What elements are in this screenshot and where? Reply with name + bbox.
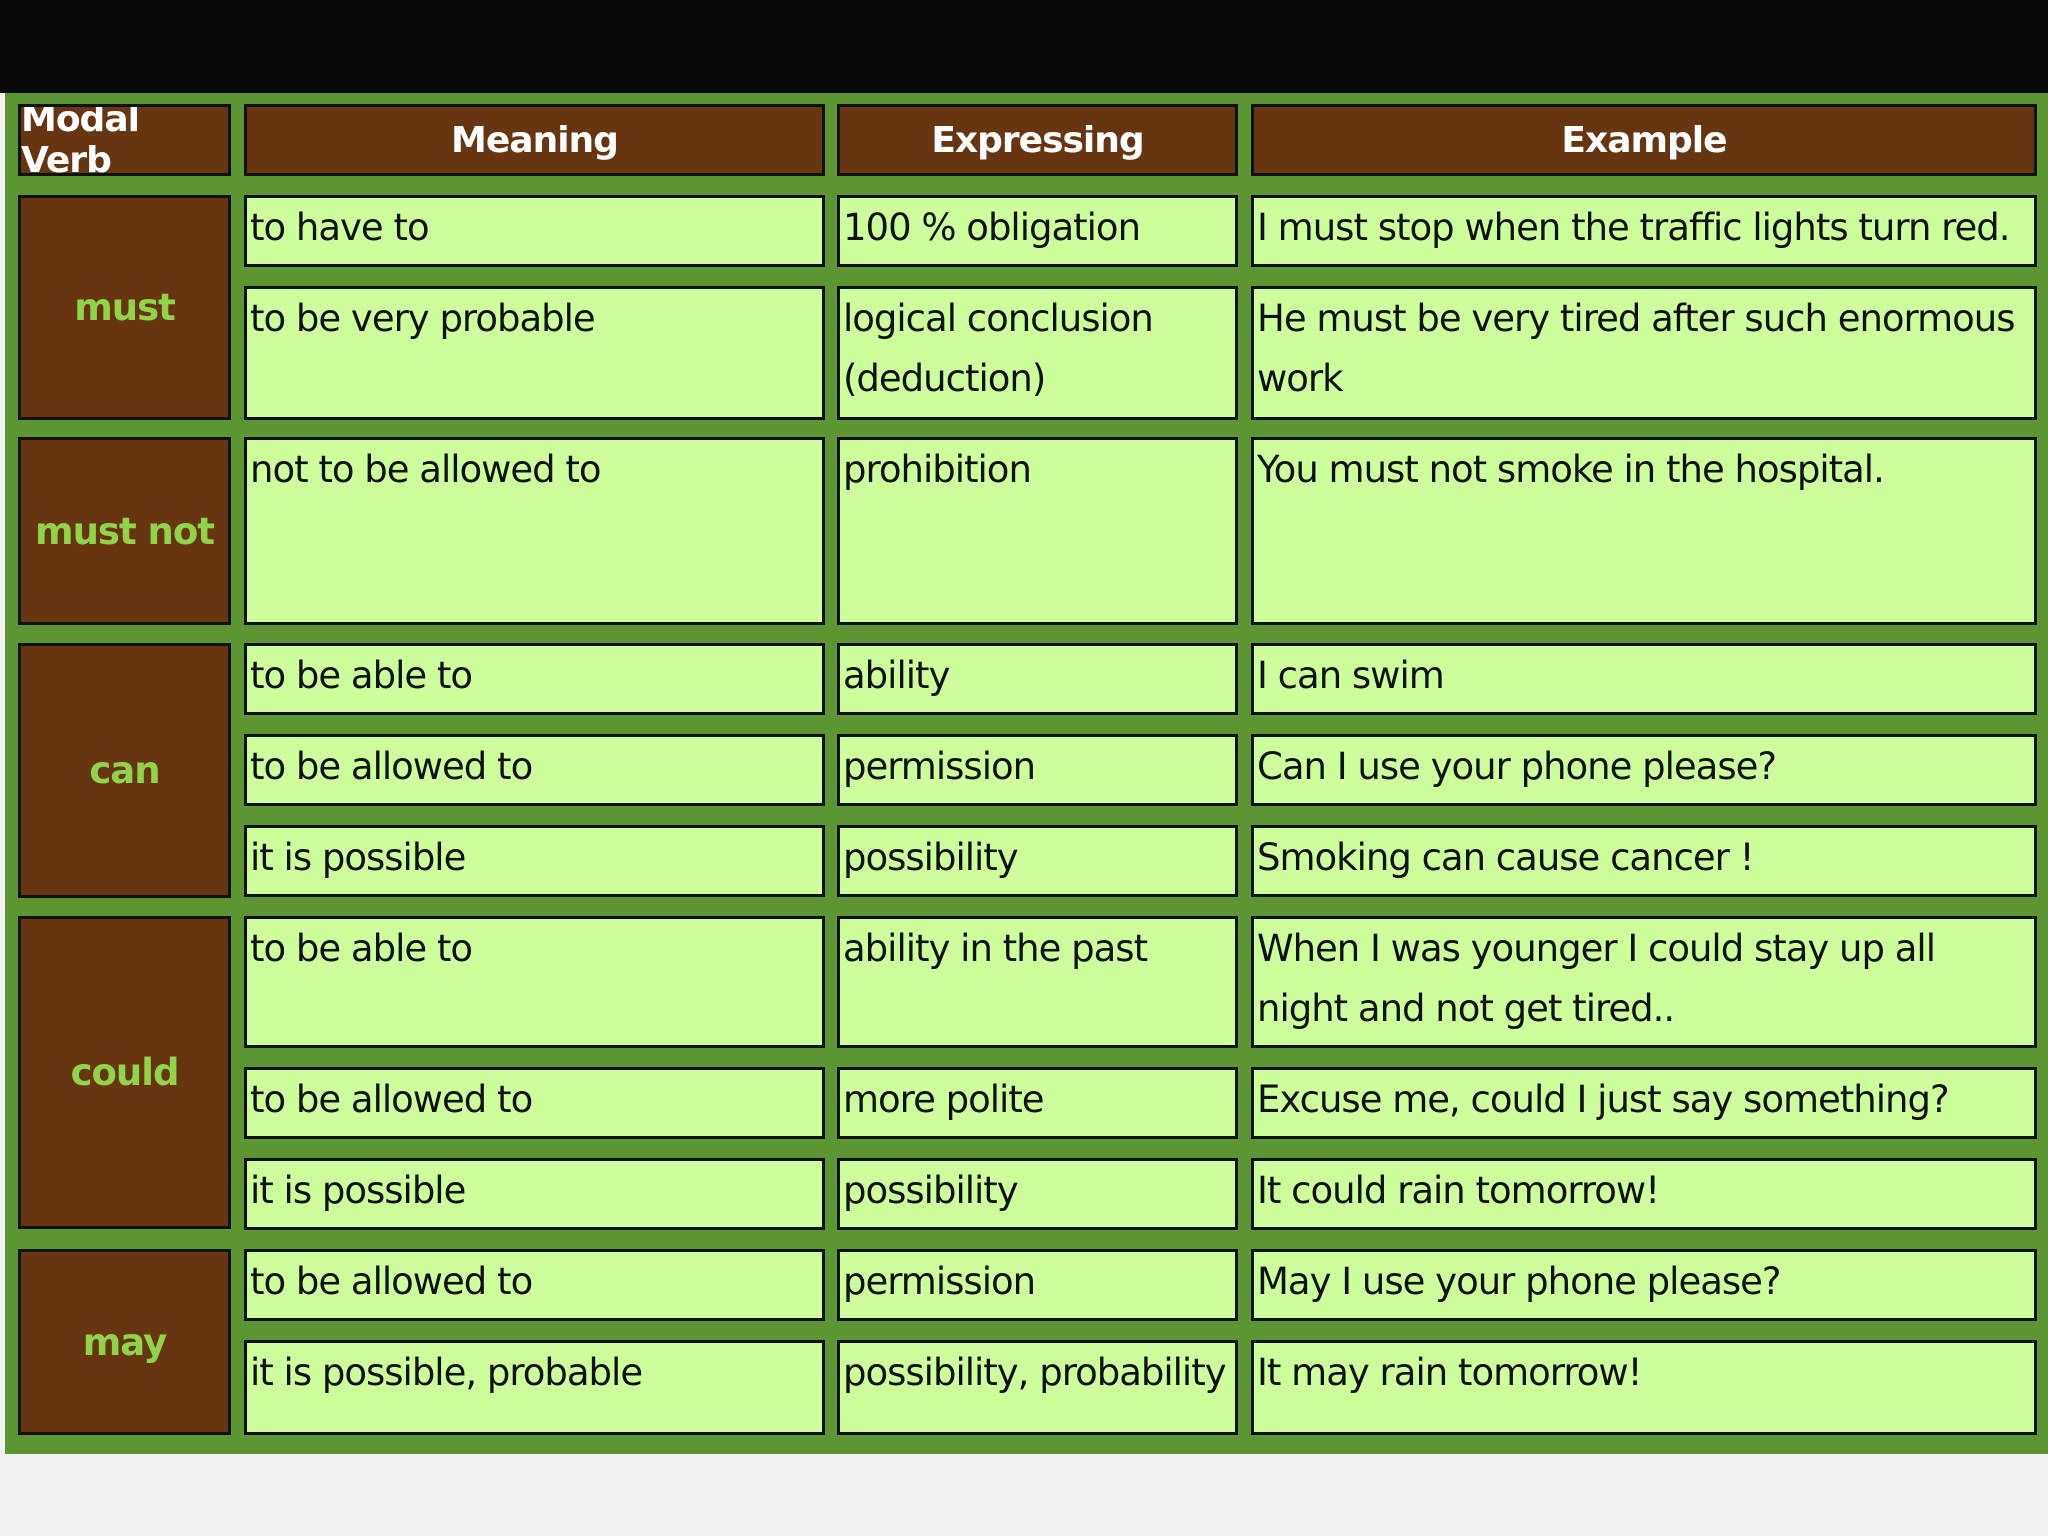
- verb-must-not: must not: [18, 437, 231, 625]
- meaning-cell: it is possible: [244, 1158, 825, 1230]
- example-cell: Can I use your phone please?: [1251, 734, 2037, 806]
- example-cell: You must not smoke in the hospital.: [1251, 437, 2037, 625]
- expressing-cell: ability: [837, 643, 1238, 715]
- example-cell: Smoking can cause cancer !: [1251, 825, 2037, 897]
- meaning-cell: to have to: [244, 195, 825, 267]
- example-cell: It may rain tomorrow!: [1251, 1340, 2037, 1435]
- meaning-cell: it is possible: [244, 825, 825, 897]
- example-cell: Excuse me, could I just say something?: [1251, 1067, 2037, 1139]
- meaning-cell: not to be allowed to: [244, 437, 825, 625]
- header-modal-verb: Modal Verb: [18, 104, 231, 176]
- expressing-cell: ability in the past: [837, 916, 1238, 1048]
- example-cell: When I was younger I could stay up all n…: [1251, 916, 2037, 1048]
- header-expressing: Expressing: [837, 104, 1238, 176]
- meaning-cell: to be able to: [244, 916, 825, 1048]
- expressing-cell: permission: [837, 734, 1238, 806]
- example-cell: He must be very tired after such enormou…: [1251, 286, 2037, 420]
- verb-could: could: [18, 916, 231, 1229]
- meaning-cell: to be allowed to: [244, 734, 825, 806]
- expressing-cell: possibility: [837, 825, 1238, 897]
- meaning-cell: to be allowed to: [244, 1067, 825, 1139]
- top-black-bar: [0, 0, 2048, 93]
- example-cell: I can swim: [1251, 643, 2037, 715]
- verb-may: may: [18, 1249, 231, 1435]
- expressing-cell: logical conclusion (deduction): [837, 286, 1238, 420]
- header-example: Example: [1251, 104, 2037, 176]
- meaning-cell: to be very probable: [244, 286, 825, 420]
- expressing-cell: permission: [837, 1249, 1238, 1321]
- example-cell: May I use your phone please?: [1251, 1249, 2037, 1321]
- expressing-cell: prohibition: [837, 437, 1238, 625]
- expressing-cell: possibility: [837, 1158, 1238, 1230]
- meaning-cell: to be able to: [244, 643, 825, 715]
- header-meaning: Meaning: [244, 104, 825, 176]
- verb-must: must: [18, 195, 231, 420]
- meaning-cell: to be allowed to: [244, 1249, 825, 1321]
- expressing-cell: 100 % obligation: [837, 195, 1238, 267]
- example-cell: It could rain tomorrow!: [1251, 1158, 2037, 1230]
- example-cell: I must stop when the traffic lights turn…: [1251, 195, 2037, 267]
- verb-can: can: [18, 643, 231, 898]
- expressing-cell: possibility, probability: [837, 1340, 1238, 1435]
- meaning-cell: it is possible, probable: [244, 1340, 825, 1435]
- expressing-cell: more polite permission: [837, 1067, 1238, 1139]
